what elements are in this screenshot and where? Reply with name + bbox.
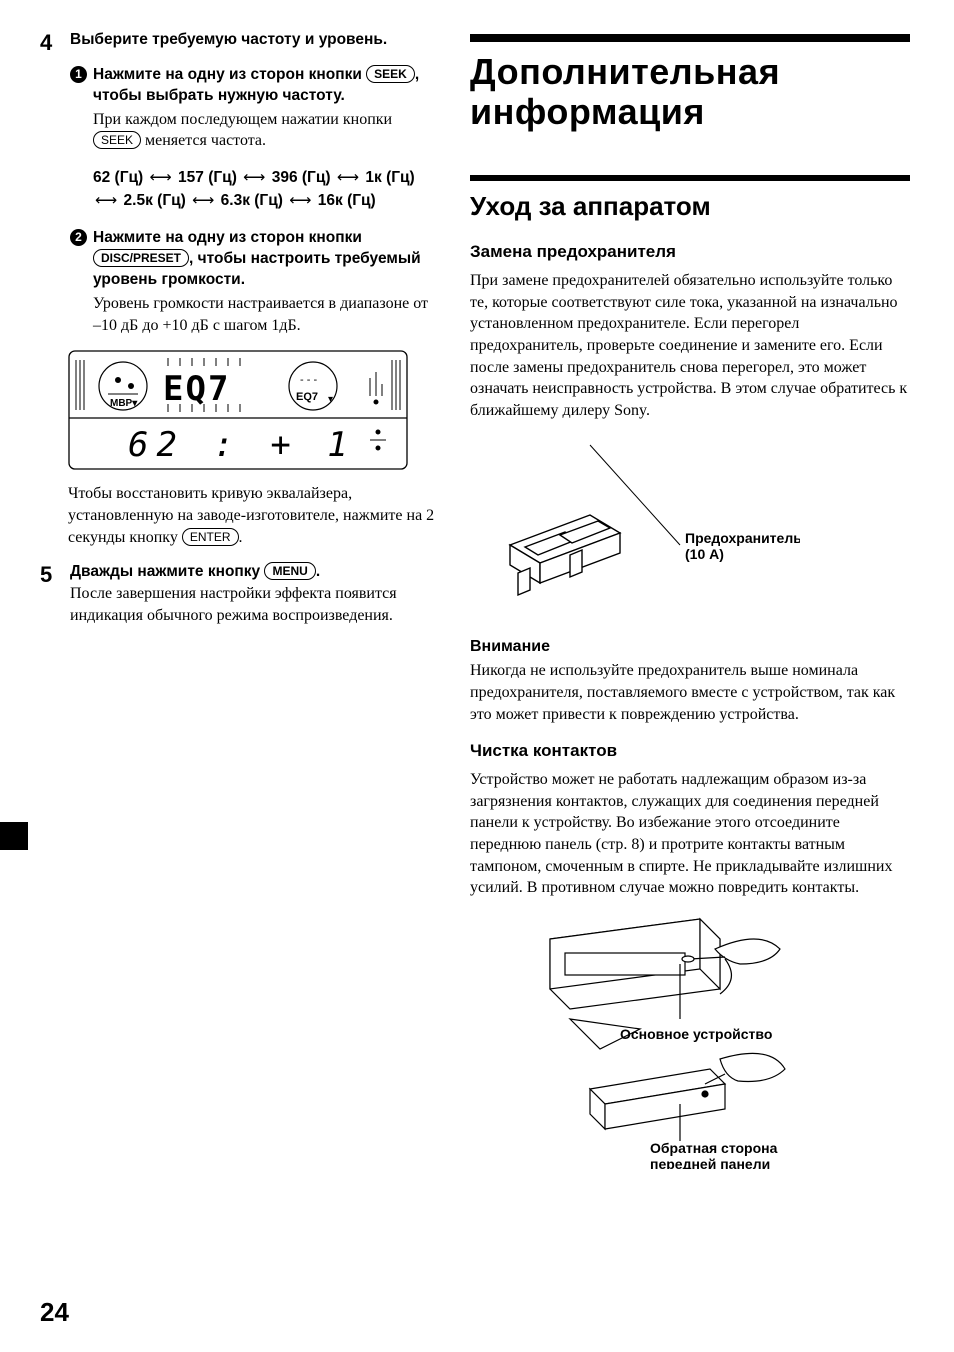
svg-text:MBP▾: MBP▾ bbox=[110, 398, 138, 409]
edge-tab bbox=[0, 822, 28, 850]
svg-text:Основное устройство: Основное устройство bbox=[620, 1026, 772, 1042]
fuse-body: При замене предохранителей обязательно и… bbox=[470, 270, 910, 421]
section-title-additional-info: Дополнительная информация bbox=[470, 52, 910, 131]
svg-text:Обратная сторона: Обратная сторона bbox=[650, 1140, 778, 1156]
frequency-list: 62 (Гц) ⟷ 157 (Гц) ⟷ 396 (Гц) ⟷ 1к (Гц) … bbox=[93, 166, 440, 213]
substep-1-badge: 1 bbox=[70, 66, 87, 83]
enter-button-label: ENTER bbox=[182, 528, 239, 546]
page-number: 24 bbox=[40, 1297, 69, 1328]
lcd-display-figure: MBP▾ EQ7 - - - EQ7 bbox=[68, 350, 440, 475]
svg-text:▾: ▾ bbox=[328, 394, 333, 405]
svg-text:EQ7: EQ7 bbox=[296, 391, 318, 403]
svg-text:- - -: - - - bbox=[300, 374, 317, 386]
menu-button-label: MENU bbox=[264, 562, 315, 580]
seek-button-label: SEEK bbox=[366, 65, 415, 83]
caution-heading: Внимание bbox=[470, 638, 910, 656]
substep-2-body: Уровень громкости настраивается в диапаз… bbox=[93, 293, 440, 336]
left-column: 4 Выберите требуемую частоту и уровень. … bbox=[40, 30, 440, 1174]
fuse-heading: Замена предохранителя bbox=[470, 242, 910, 262]
discpreset-button-label: DISC/PRESET bbox=[93, 249, 189, 267]
cleaning-figure: Основное устройство Обратная сторона пер… bbox=[470, 909, 910, 1174]
step5-body: После завершения настройки эффекта появи… bbox=[70, 583, 440, 626]
substep-2-badge: 2 bbox=[70, 229, 87, 246]
thick-rule bbox=[470, 34, 910, 42]
substep-1-heading: Нажмите на одну из сторон кнопки SEEK, ч… bbox=[93, 65, 440, 107]
svg-text:62 : + 1: 62 : + 1 bbox=[128, 425, 356, 465]
substep-1-body: При каждом последующем нажатии кнопки SE… bbox=[93, 109, 440, 152]
substep-2-heading: Нажмите на одну из сторон кнопкиDISC/PRE… bbox=[93, 228, 440, 291]
svg-text:Предохранитель: Предохранитель bbox=[685, 530, 800, 546]
fuse-figure: Предохранитель (10 А) bbox=[470, 435, 910, 620]
step4-number: 4 bbox=[40, 30, 60, 336]
restore-note: Чтобы восстановить кривую эквалайзера, у… bbox=[68, 483, 440, 548]
step5-number: 5 bbox=[40, 562, 60, 626]
svg-text:(10 А): (10 А) bbox=[685, 546, 724, 562]
seek-button-label: SEEK bbox=[93, 131, 141, 149]
caution-body: Никогда не используйте предохранитель вы… bbox=[470, 660, 910, 725]
thin-rule bbox=[470, 175, 910, 181]
right-column: Дополнительная информация Уход за аппара… bbox=[470, 30, 910, 1174]
section-title-care: Уход за аппаратом bbox=[470, 191, 910, 222]
step4-heading: Выберите требуемую частоту и уровень. bbox=[70, 30, 440, 51]
clean-heading: Чистка контактов bbox=[470, 741, 910, 761]
clean-body: Устройство может не работать надлежащим … bbox=[470, 769, 910, 899]
svg-text:EQ7: EQ7 bbox=[163, 369, 230, 409]
step5-heading: Дважды нажмите кнопку MENU. bbox=[70, 562, 440, 583]
svg-text:передней панели: передней панели bbox=[650, 1156, 770, 1169]
